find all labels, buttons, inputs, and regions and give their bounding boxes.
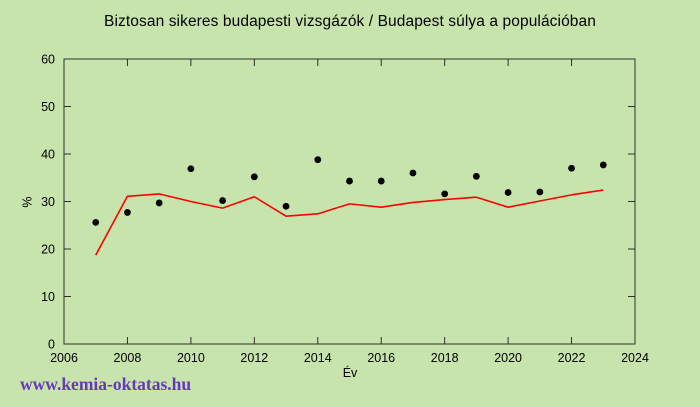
x-tick-label: 2024 bbox=[621, 351, 649, 365]
x-tick-label: 2020 bbox=[494, 351, 522, 365]
x-tick-label: 2022 bbox=[558, 351, 586, 365]
data-point bbox=[346, 177, 353, 185]
data-point bbox=[377, 177, 385, 185]
watermark: www.kemia-oktatas.hu bbox=[20, 374, 192, 394]
plot-border bbox=[63, 58, 636, 345]
data-point bbox=[282, 202, 290, 210]
x-tick-label: 2014 bbox=[304, 351, 332, 365]
data-point bbox=[441, 190, 449, 198]
x-tick-label: 2008 bbox=[114, 351, 142, 365]
x-tick-label: 2012 bbox=[240, 351, 268, 365]
data-point bbox=[599, 161, 607, 169]
chart-title: Biztosan sikeres budapesti vizsgázók / B… bbox=[104, 13, 596, 30]
x-tick-label: 2018 bbox=[431, 351, 459, 365]
y-tick-label: 0 bbox=[48, 338, 55, 352]
data-point bbox=[187, 165, 195, 173]
y-tick-label: 20 bbox=[41, 243, 55, 257]
y-tick-label: 10 bbox=[41, 290, 55, 304]
data-point bbox=[409, 169, 417, 177]
data-point bbox=[219, 197, 227, 204]
data-point bbox=[92, 219, 100, 226]
trend-line bbox=[95, 189, 604, 256]
y-tick-label: 50 bbox=[41, 100, 55, 114]
x-axis-label: Év bbox=[342, 366, 358, 380]
y-tick-label: 40 bbox=[41, 148, 55, 162]
data-point bbox=[536, 188, 544, 196]
data-point bbox=[124, 209, 131, 216]
data-point bbox=[250, 173, 258, 181]
data-point bbox=[568, 164, 575, 172]
x-tick-label: 2006 bbox=[50, 351, 78, 365]
y-tick-label: 30 bbox=[41, 195, 55, 209]
data-point bbox=[155, 199, 163, 207]
data-point bbox=[504, 189, 512, 196]
data-point bbox=[314, 156, 322, 164]
data-point bbox=[472, 172, 480, 180]
y-tick-label: 60 bbox=[41, 53, 55, 67]
x-tick-label: 2010 bbox=[177, 351, 205, 365]
x-tick-label: 2016 bbox=[367, 351, 395, 365]
y-axis-label: % bbox=[20, 196, 35, 208]
